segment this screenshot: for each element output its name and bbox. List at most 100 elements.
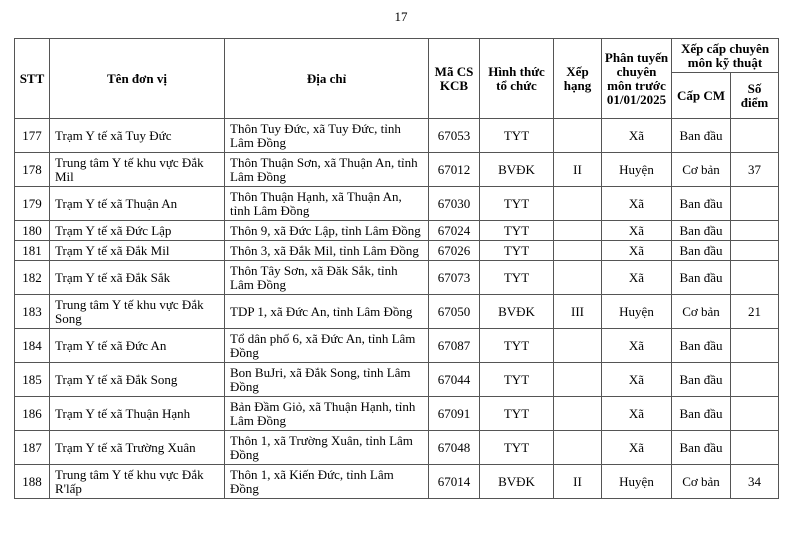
cell-form: BVĐK <box>479 294 554 329</box>
cell-points <box>730 186 779 221</box>
cell-tier: Xã <box>601 362 672 397</box>
cell-points <box>730 396 779 431</box>
cell-stt: 181 <box>14 240 50 261</box>
cell-code: 67044 <box>428 362 480 397</box>
cell-name: Trạm Y tế xã Đức Lập <box>49 220 225 241</box>
cell-code: 67048 <box>428 430 480 465</box>
facility-table: STT Tên đơn vị Địa chỉ Mã CS KCB Hình th… <box>14 38 779 499</box>
cell-form: TYT <box>479 220 554 241</box>
cell-stt: 184 <box>14 328 50 363</box>
table-row: 187 Trạm Y tế xã Trường Xuân Thôn 1, xã Tr… <box>14 430 779 465</box>
cell-form: BVĐK <box>479 464 554 499</box>
cell-tier: Xã <box>601 240 672 261</box>
cell-address: Thôn Thuận Sơn, xã Thuận An, tỉnh Lâm Đồ… <box>224 152 429 187</box>
cell-code: 67026 <box>428 240 480 261</box>
cell-rank <box>553 240 602 261</box>
cell-code: 67053 <box>428 118 480 153</box>
cell-level: Ban đầu <box>671 220 731 241</box>
header-level: Cấp CM <box>671 72 731 119</box>
cell-form: BVĐK <box>479 152 554 187</box>
cell-form: TYT <box>479 186 554 221</box>
cell-address: Bản Đầm Giỏ, xã Thuận Hạnh, tỉnh Lâm Đồn… <box>224 396 429 431</box>
header-stt: STT <box>14 38 50 119</box>
table-row: 178 Trung tâm Y tế khu vực Đắk Mil Thôn Th… <box>14 152 779 187</box>
cell-name: Trung tâm Y tế khu vực Đắk Song <box>49 294 225 329</box>
cell-level: Ban đầu <box>671 240 731 261</box>
cell-points <box>730 260 779 295</box>
cell-points <box>730 220 779 241</box>
cell-address: Bon BuJri, xã Đắk Song, tỉnh Lâm Đồng <box>224 362 429 397</box>
cell-rank <box>553 260 602 295</box>
cell-rank: II <box>553 152 602 187</box>
cell-level: Ban đầu <box>671 260 731 295</box>
cell-rank: II <box>553 464 602 499</box>
cell-points: 21 <box>730 294 779 329</box>
cell-stt: 185 <box>14 362 50 397</box>
cell-points <box>730 430 779 465</box>
cell-address: Thôn 3, xã Đắk Mil, tỉnh Lâm Đồng <box>224 240 429 261</box>
table-row: 180 Trạm Y tế xã Đức Lập Thôn 9, xã Đức Lậ… <box>14 220 779 241</box>
table-row: 183 Trung tâm Y tế khu vực Đắk Song TDP 1,… <box>14 294 779 329</box>
cell-points <box>730 328 779 363</box>
header-address: Địa chỉ <box>224 38 429 119</box>
cell-rank: III <box>553 294 602 329</box>
cell-rank <box>553 430 602 465</box>
cell-tier: Huyện <box>601 152 672 187</box>
cell-points: 34 <box>730 464 779 499</box>
cell-address: Thôn 9, xã Đức Lập, tỉnh Lâm Đồng <box>224 220 429 241</box>
cell-stt: 183 <box>14 294 50 329</box>
cell-code: 67030 <box>428 186 480 221</box>
cell-form: TYT <box>479 396 554 431</box>
cell-level: Cơ bản <box>671 464 731 499</box>
cell-code: 67073 <box>428 260 480 295</box>
cell-name: Trạm Y tế xã Thuận Hạnh <box>49 396 225 431</box>
cell-tier: Xã <box>601 328 672 363</box>
cell-rank <box>553 118 602 153</box>
table-row: 188 Trung tâm Y tế khu vực Đắk R'lấp Thôn … <box>14 464 779 499</box>
page-number: 17 <box>394 9 408 24</box>
cell-points <box>730 240 779 261</box>
cell-name: Trạm Y tế xã Thuận An <box>49 186 225 221</box>
cell-code: 67091 <box>428 396 480 431</box>
header-tier: Phân tuyến chuyên môn trước 01/01/2025 <box>601 38 672 119</box>
cell-code: 67014 <box>428 464 480 499</box>
cell-name: Trạm Y tế xã Đắk Sắk <box>49 260 225 295</box>
cell-points <box>730 362 779 397</box>
cell-address: Thôn 1, xã Trường Xuân, tỉnh Lâm Đồng <box>224 430 429 465</box>
cell-level: Ban đầu <box>671 328 731 363</box>
cell-stt: 177 <box>14 118 50 153</box>
cell-stt: 187 <box>14 430 50 465</box>
cell-name: Trung tâm Y tế khu vực Đắk Mil <box>49 152 225 187</box>
header-code: Mã CS KCB <box>428 38 480 119</box>
cell-form: TYT <box>479 240 554 261</box>
cell-tier: Xã <box>601 118 672 153</box>
cell-tier: Xã <box>601 220 672 241</box>
header-name: Tên đơn vị <box>49 38 225 119</box>
table-row: 179 Trạm Y tế xã Thuận An Thôn Thuận Hạnh,… <box>14 186 779 221</box>
cell-name: Trạm Y tế xã Đắk Song <box>49 362 225 397</box>
cell-level: Ban đầu <box>671 186 731 221</box>
header-group: Xếp cấp chuyên môn kỹ thuật <box>671 38 779 73</box>
cell-code: 67024 <box>428 220 480 241</box>
cell-tier: Huyện <box>601 294 672 329</box>
cell-points <box>730 118 779 153</box>
cell-name: Trạm Y tế xã Trường Xuân <box>49 430 225 465</box>
cell-rank <box>553 362 602 397</box>
cell-name: Trạm Y tế xã Tuy Đức <box>49 118 225 153</box>
cell-rank <box>553 186 602 221</box>
header-rank: Xếp hạng <box>553 38 602 119</box>
table-row: 185 Trạm Y tế xã Đắk Song Bon BuJri, xã Đắ… <box>14 362 779 397</box>
cell-name: Trạm Y tế xã Đắk Mil <box>49 240 225 261</box>
cell-code: 67087 <box>428 328 480 363</box>
cell-level: Ban đầu <box>671 430 731 465</box>
table-row: 182 Trạm Y tế xã Đắk Sắk Thôn Tây Sơn, xã … <box>14 260 779 295</box>
cell-form: TYT <box>479 260 554 295</box>
table-row: 181 Trạm Y tế xã Đắk Mil Thôn 3, xã Đắk Mi… <box>14 240 779 261</box>
cell-tier: Xã <box>601 260 672 295</box>
table-row: 186 Trạm Y tế xã Thuận Hạnh Bản Đầm Giỏ, x… <box>14 396 779 431</box>
cell-tier: Xã <box>601 396 672 431</box>
cell-form: TYT <box>479 430 554 465</box>
cell-stt: 179 <box>14 186 50 221</box>
cell-tier: Huyện <box>601 464 672 499</box>
cell-level: Cơ bản <box>671 294 731 329</box>
